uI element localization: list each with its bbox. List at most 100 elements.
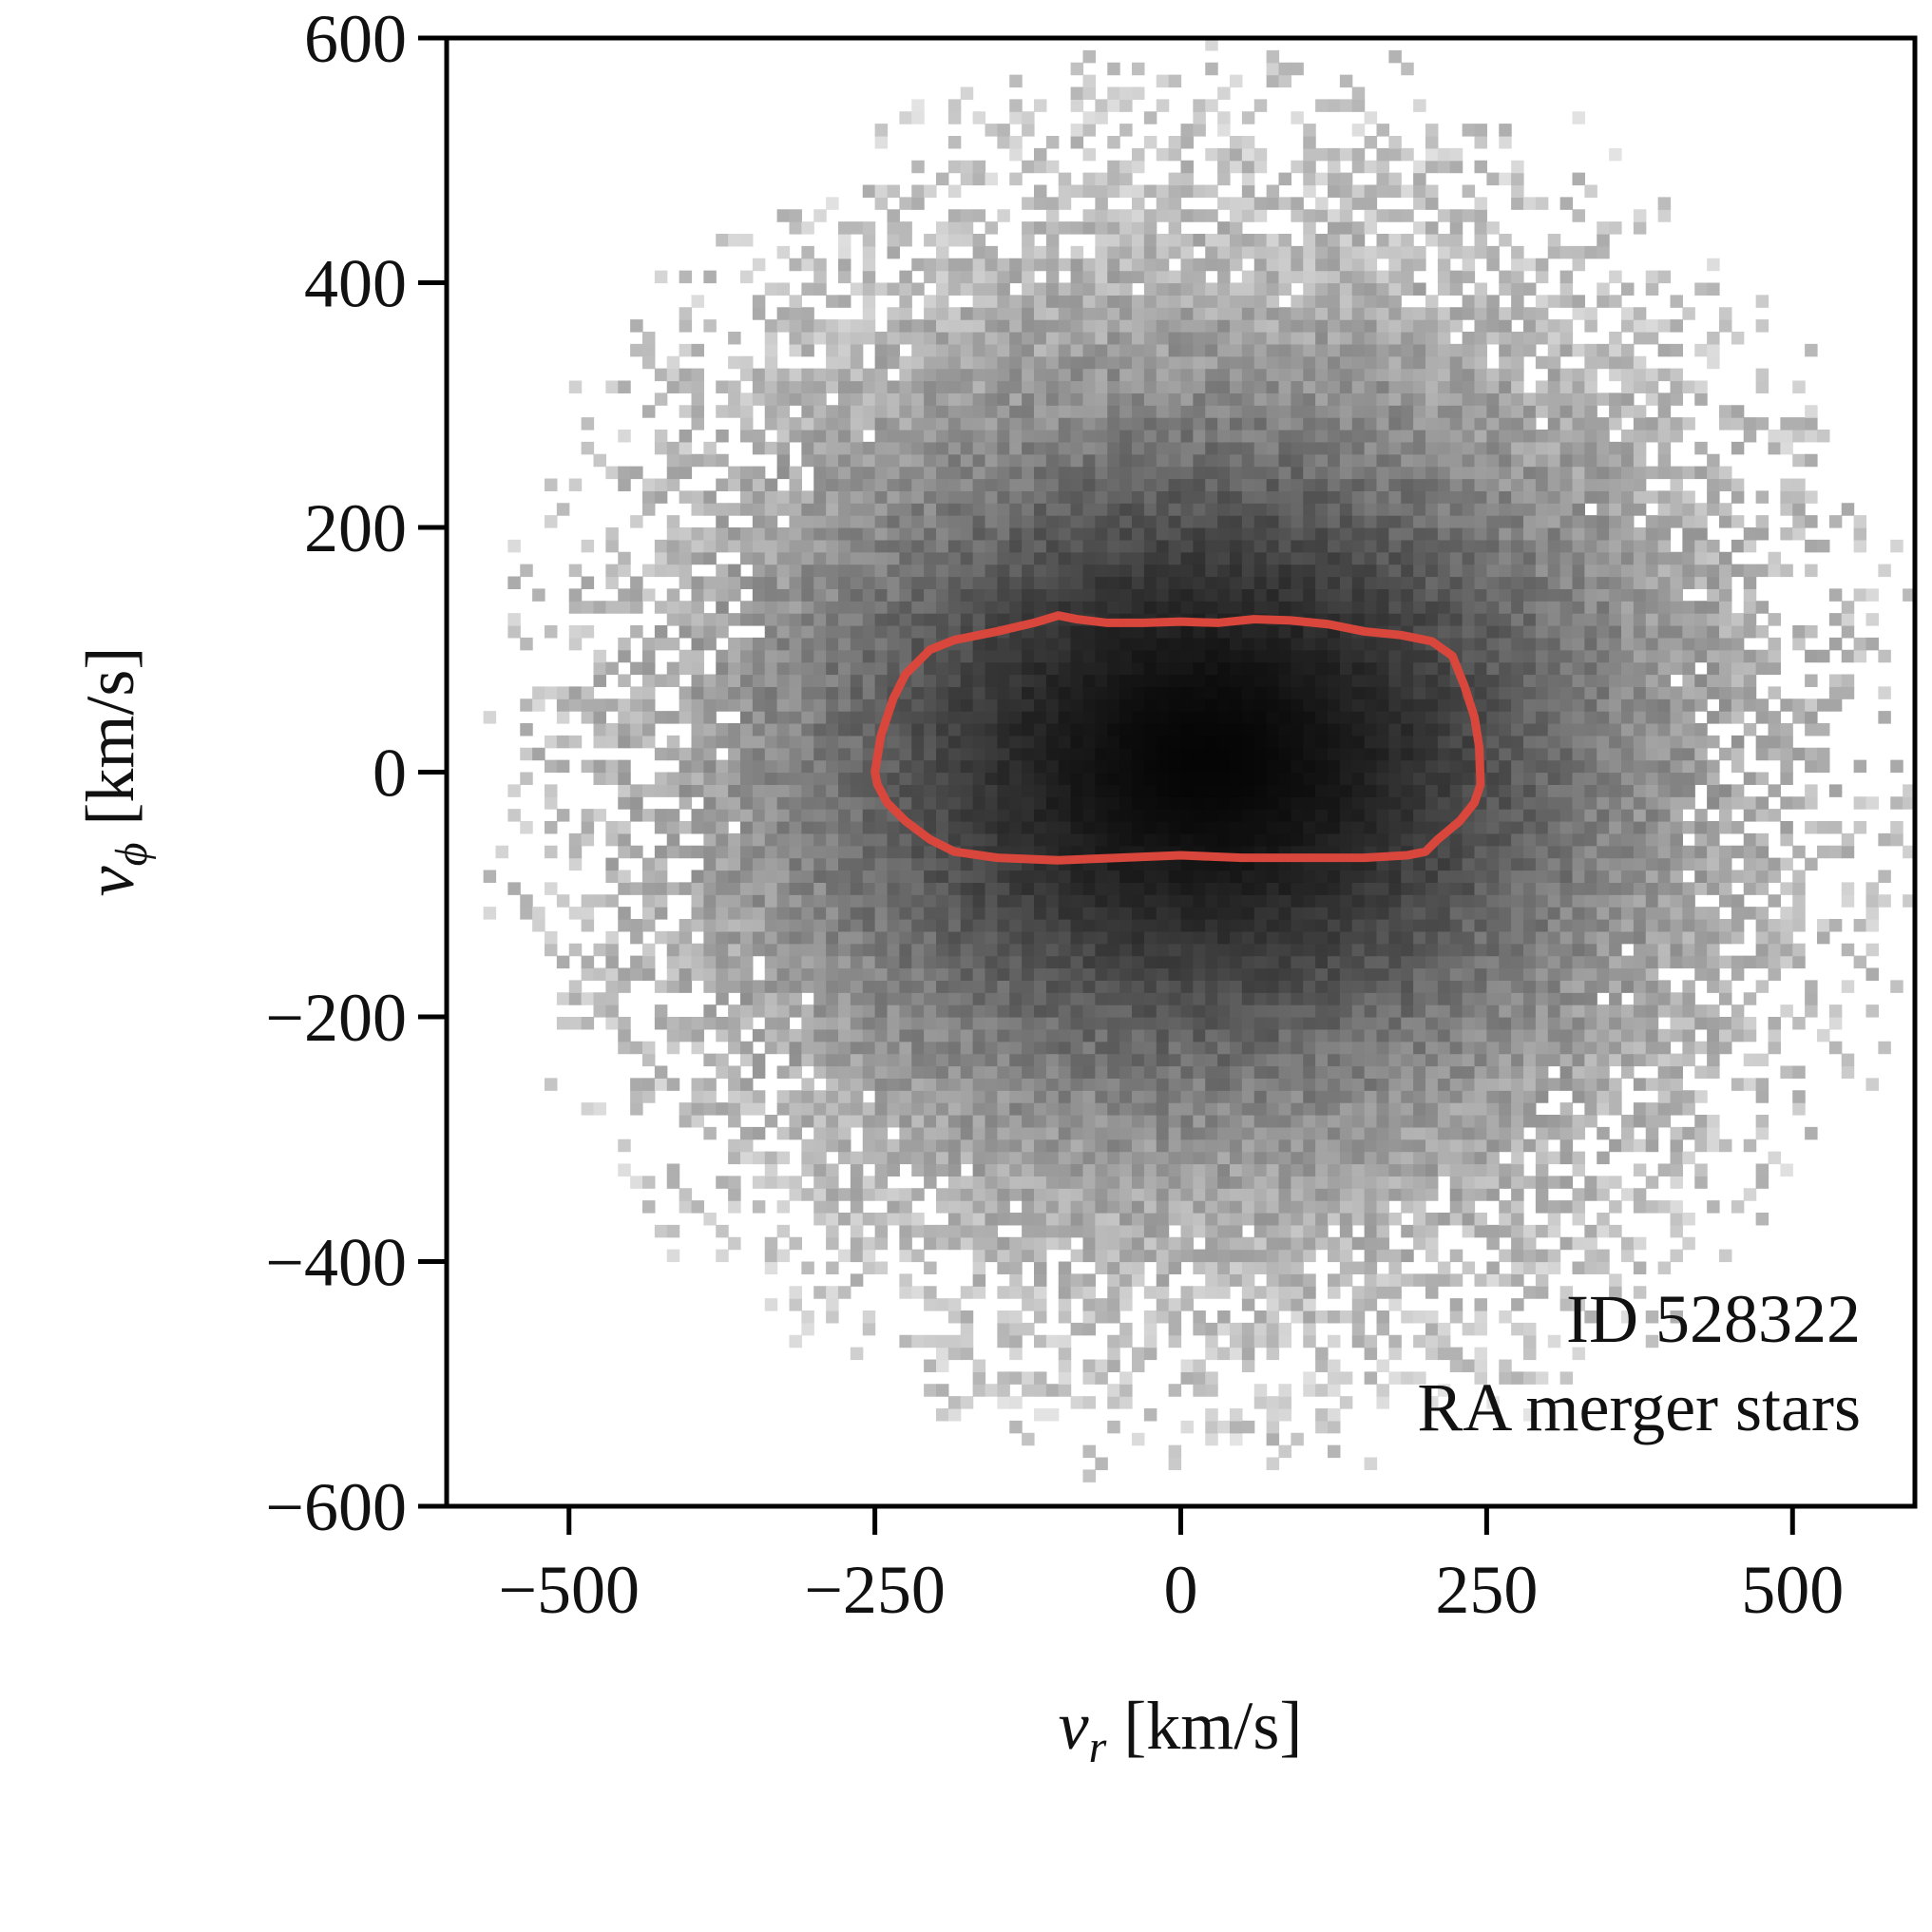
heatmap-cell [1266, 245, 1280, 259]
heatmap-cell [1193, 1371, 1206, 1385]
heatmap-cell [1230, 1065, 1243, 1079]
heatmap-cell [789, 588, 802, 602]
heatmap-cell [936, 1359, 949, 1372]
heatmap-cell [985, 711, 998, 724]
heatmap-cell [1168, 1213, 1182, 1226]
heatmap-cell [1205, 1065, 1218, 1079]
heatmap-cell [1303, 1200, 1316, 1214]
heatmap-cell [1339, 588, 1353, 602]
heatmap-cell [1070, 674, 1084, 687]
heatmap-cell [947, 870, 962, 883]
heatmap-cell [997, 417, 1010, 430]
heatmap-cell [862, 1261, 876, 1274]
heatmap-cell [911, 490, 925, 504]
heatmap-cell [716, 1028, 729, 1043]
heatmap-cell [1291, 270, 1304, 284]
heatmap-cell [972, 1261, 986, 1274]
heatmap-cell [972, 796, 986, 810]
heatmap-cell [972, 1041, 986, 1055]
heatmap-cell [997, 1371, 1010, 1385]
heatmap-cell [936, 1053, 949, 1067]
heatmap-cell [776, 490, 791, 504]
heatmap-cell [985, 686, 998, 699]
heatmap-cell [1095, 894, 1108, 908]
heatmap-cell [618, 649, 631, 663]
heatmap-cell [1339, 1126, 1353, 1140]
heatmap-cell [887, 955, 900, 969]
heatmap-cell [776, 735, 791, 749]
heatmap-cell [862, 515, 876, 528]
heatmap-cell [1328, 1115, 1341, 1128]
heatmap-cell [924, 625, 937, 639]
heatmap-cell [1230, 882, 1243, 895]
heatmap-cell [1193, 453, 1206, 468]
heatmap-cell [1009, 1249, 1023, 1263]
heatmap-cell [1045, 234, 1060, 247]
heatmap-cell [1143, 1286, 1157, 1299]
heatmap-cell [1266, 698, 1280, 712]
heatmap-cell [1107, 551, 1120, 565]
heatmap-cell [1143, 907, 1157, 920]
heatmap-cell [1253, 980, 1268, 993]
heatmap-cell [960, 1310, 974, 1324]
heatmap-cell [568, 943, 583, 957]
heatmap-cell [985, 1041, 998, 1055]
heatmap-cell [1205, 1371, 1218, 1385]
heatmap-cell [899, 221, 912, 235]
heatmap-cell [1070, 1163, 1084, 1176]
heatmap-cell [642, 967, 656, 981]
heatmap-cell [532, 747, 545, 761]
heatmap-cell [1328, 1028, 1341, 1043]
heatmap-cell [1132, 184, 1145, 198]
heatmap-cell [960, 160, 974, 174]
heatmap-cell [801, 698, 814, 712]
heatmap-cell [1217, 441, 1231, 455]
heatmap-cell [887, 992, 900, 1005]
heatmap-cell [1045, 466, 1060, 480]
heatmap-cell [1241, 698, 1255, 712]
heatmap-cell [654, 870, 668, 883]
heatmap-cell [752, 380, 766, 393]
heatmap-cell [1107, 1286, 1120, 1299]
heatmap-cell [1058, 821, 1072, 834]
heatmap-cell [764, 698, 778, 712]
heatmap-cell [801, 759, 814, 774]
heatmap-cell [1143, 967, 1157, 981]
heatmap-cell [1009, 1322, 1023, 1336]
heatmap-cell [740, 1041, 754, 1055]
heatmap-cell [1070, 1041, 1084, 1055]
heatmap-cell [618, 1017, 631, 1030]
heatmap-cell [1266, 368, 1280, 382]
heatmap-cell [1058, 747, 1072, 761]
heatmap-cell [764, 478, 778, 491]
heatmap-cell [1217, 1236, 1231, 1251]
heatmap-cell [1082, 796, 1096, 810]
heatmap-cell [924, 417, 937, 430]
heatmap-cell [1291, 821, 1304, 834]
heatmap-cell [911, 343, 925, 357]
heatmap-cell [568, 907, 583, 920]
heatmap-cell [1168, 1138, 1182, 1153]
heatmap-cell [1291, 355, 1304, 370]
heatmap-cell [1193, 1078, 1206, 1091]
heatmap-cell [874, 661, 889, 676]
heatmap-cell [1034, 1115, 1047, 1128]
heatmap-cell [716, 503, 729, 516]
heatmap-cell [985, 515, 998, 528]
heatmap-cell [1095, 625, 1108, 639]
heatmap-cell [1205, 417, 1218, 430]
heatmap-cell [703, 1017, 717, 1030]
heatmap-cell [862, 711, 876, 724]
heatmap-cell [874, 955, 889, 969]
heatmap-cell [850, 515, 864, 528]
heatmap-cell [728, 698, 741, 712]
heatmap-cell [1253, 1249, 1268, 1263]
heatmap-cell [1132, 270, 1145, 284]
heatmap-cell [1291, 674, 1304, 687]
heatmap-cell [605, 832, 619, 847]
heatmap-cell [911, 772, 925, 785]
heatmap-cell [972, 1115, 986, 1128]
heatmap-cell [972, 613, 986, 626]
heatmap-cell [1278, 576, 1291, 589]
heatmap-cell [1022, 221, 1035, 235]
